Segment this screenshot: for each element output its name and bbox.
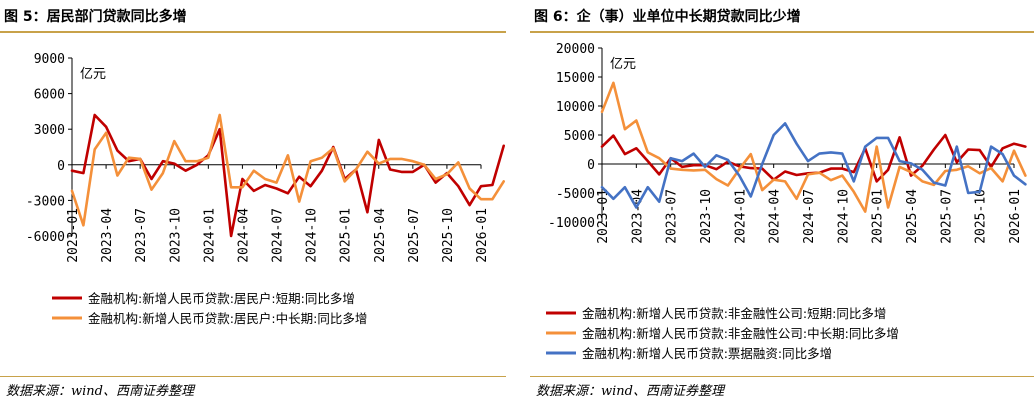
source-note: 数据来源：wind、西南证券整理 [536, 384, 724, 399]
y-tick-label: 5000 [564, 129, 595, 144]
x-tick-label: 2023-10 [168, 208, 183, 263]
x-tick-label: 2024-01 [202, 208, 217, 263]
y-tick-label: 0 [587, 158, 595, 173]
x-tick-label: 2025-01 [339, 208, 354, 263]
footer-divider [0, 376, 506, 377]
x-tick-label: 2023-10 [699, 189, 714, 244]
x-tick-label: 2026-01 [475, 208, 490, 263]
chart-title: 图 5：居民部门贷款同比多增 [4, 9, 187, 25]
x-tick-label: 2025-10 [974, 189, 989, 244]
chart-title: 图 6：企（事）业单位中长期贷款同比少增 [534, 9, 801, 25]
legend-label: 金融机构:新增人民币贷款:非金融性公司:短期:同比多增 [582, 306, 886, 321]
y-tick-label: -3000 [26, 194, 65, 209]
enterprise-loan-chart: 20000 15000 10000 5000 0 -5000 -10000 亿元 2023-01… [546, 42, 1027, 361]
y-tick-label: -10000 [548, 216, 595, 231]
series-line-2 [70, 113, 506, 227]
x-tick-label: 2025-01 [871, 189, 886, 244]
title-divider [0, 31, 506, 33]
y-tick-label: 9000 [34, 52, 65, 67]
x-tick-label: 2024-07 [802, 189, 817, 244]
title-divider [530, 31, 1034, 33]
x-tick-label: 2024-04 [236, 208, 251, 263]
x-tick-label: 2025-07 [407, 208, 422, 263]
chart-panel-household: 图 5：居民部门贷款同比多增 9000 6000 3000 0 -3000 -6000 亿元… [0, 0, 506, 404]
x-tick-label: 2024-10 [836, 189, 851, 244]
y-tick-label: 20000 [556, 42, 595, 57]
x-tick-label: 2023-01 [596, 189, 611, 244]
y-tick-label: 15000 [556, 71, 595, 86]
x-tick-label: 2025-07 [939, 189, 954, 244]
footer-divider [530, 376, 1034, 377]
x-tick-label: 2023-01 [66, 208, 81, 263]
x-tick-label: 2023-07 [134, 208, 149, 263]
x-tick-label: 2023-04 [100, 208, 115, 263]
y-tick-label: -6000 [26, 230, 65, 245]
legend-label: 金融机构:新增人民币贷款:居民户:短期:同比多增 [88, 291, 355, 306]
household-loan-chart: 9000 6000 3000 0 -3000 -6000 亿元 2023-01 2023-04 2… [26, 52, 506, 326]
y-tick-label: -5000 [556, 187, 595, 202]
legend-label: 金融机构:新增人民币贷款:居民户:中长期:同比多增 [88, 311, 367, 326]
x-tick-label: 2026-01 [1008, 189, 1023, 244]
x-tick-label: 2025-04 [905, 189, 920, 244]
y-tick-label: 10000 [556, 100, 595, 115]
y-tick-label: 0 [57, 159, 65, 174]
y-tick-label: 3000 [34, 123, 65, 138]
x-tick-label: 2024-04 [768, 189, 783, 244]
series-line-2 [600, 81, 1027, 213]
x-tick-label: 2024-07 [271, 208, 286, 263]
unit-label: 亿元 [80, 67, 106, 82]
chart-panel-enterprise: 图 6：企（事）业单位中长期贷款同比少增 20000 15000 10000 5000… [530, 0, 1034, 404]
x-tick-label: 2025-10 [441, 208, 456, 263]
source-note: 数据来源：wind、西南证券整理 [6, 384, 194, 399]
x-tick-label: 2024-01 [733, 189, 748, 244]
x-tick-label: 2024-10 [305, 208, 320, 263]
legend-label: 金融机构:新增人民币贷款:票据融资:同比多增 [582, 346, 832, 361]
series-line-3 [600, 122, 1027, 209]
y-tick-label: 6000 [34, 88, 65, 103]
unit-label: 亿元 [610, 57, 636, 72]
x-tick-label: 2025-04 [373, 208, 388, 263]
x-tick-label: 2023-07 [665, 189, 680, 244]
legend-label: 金融机构:新增人民币贷款:非金融性公司:中长期:同比多增 [582, 326, 899, 341]
